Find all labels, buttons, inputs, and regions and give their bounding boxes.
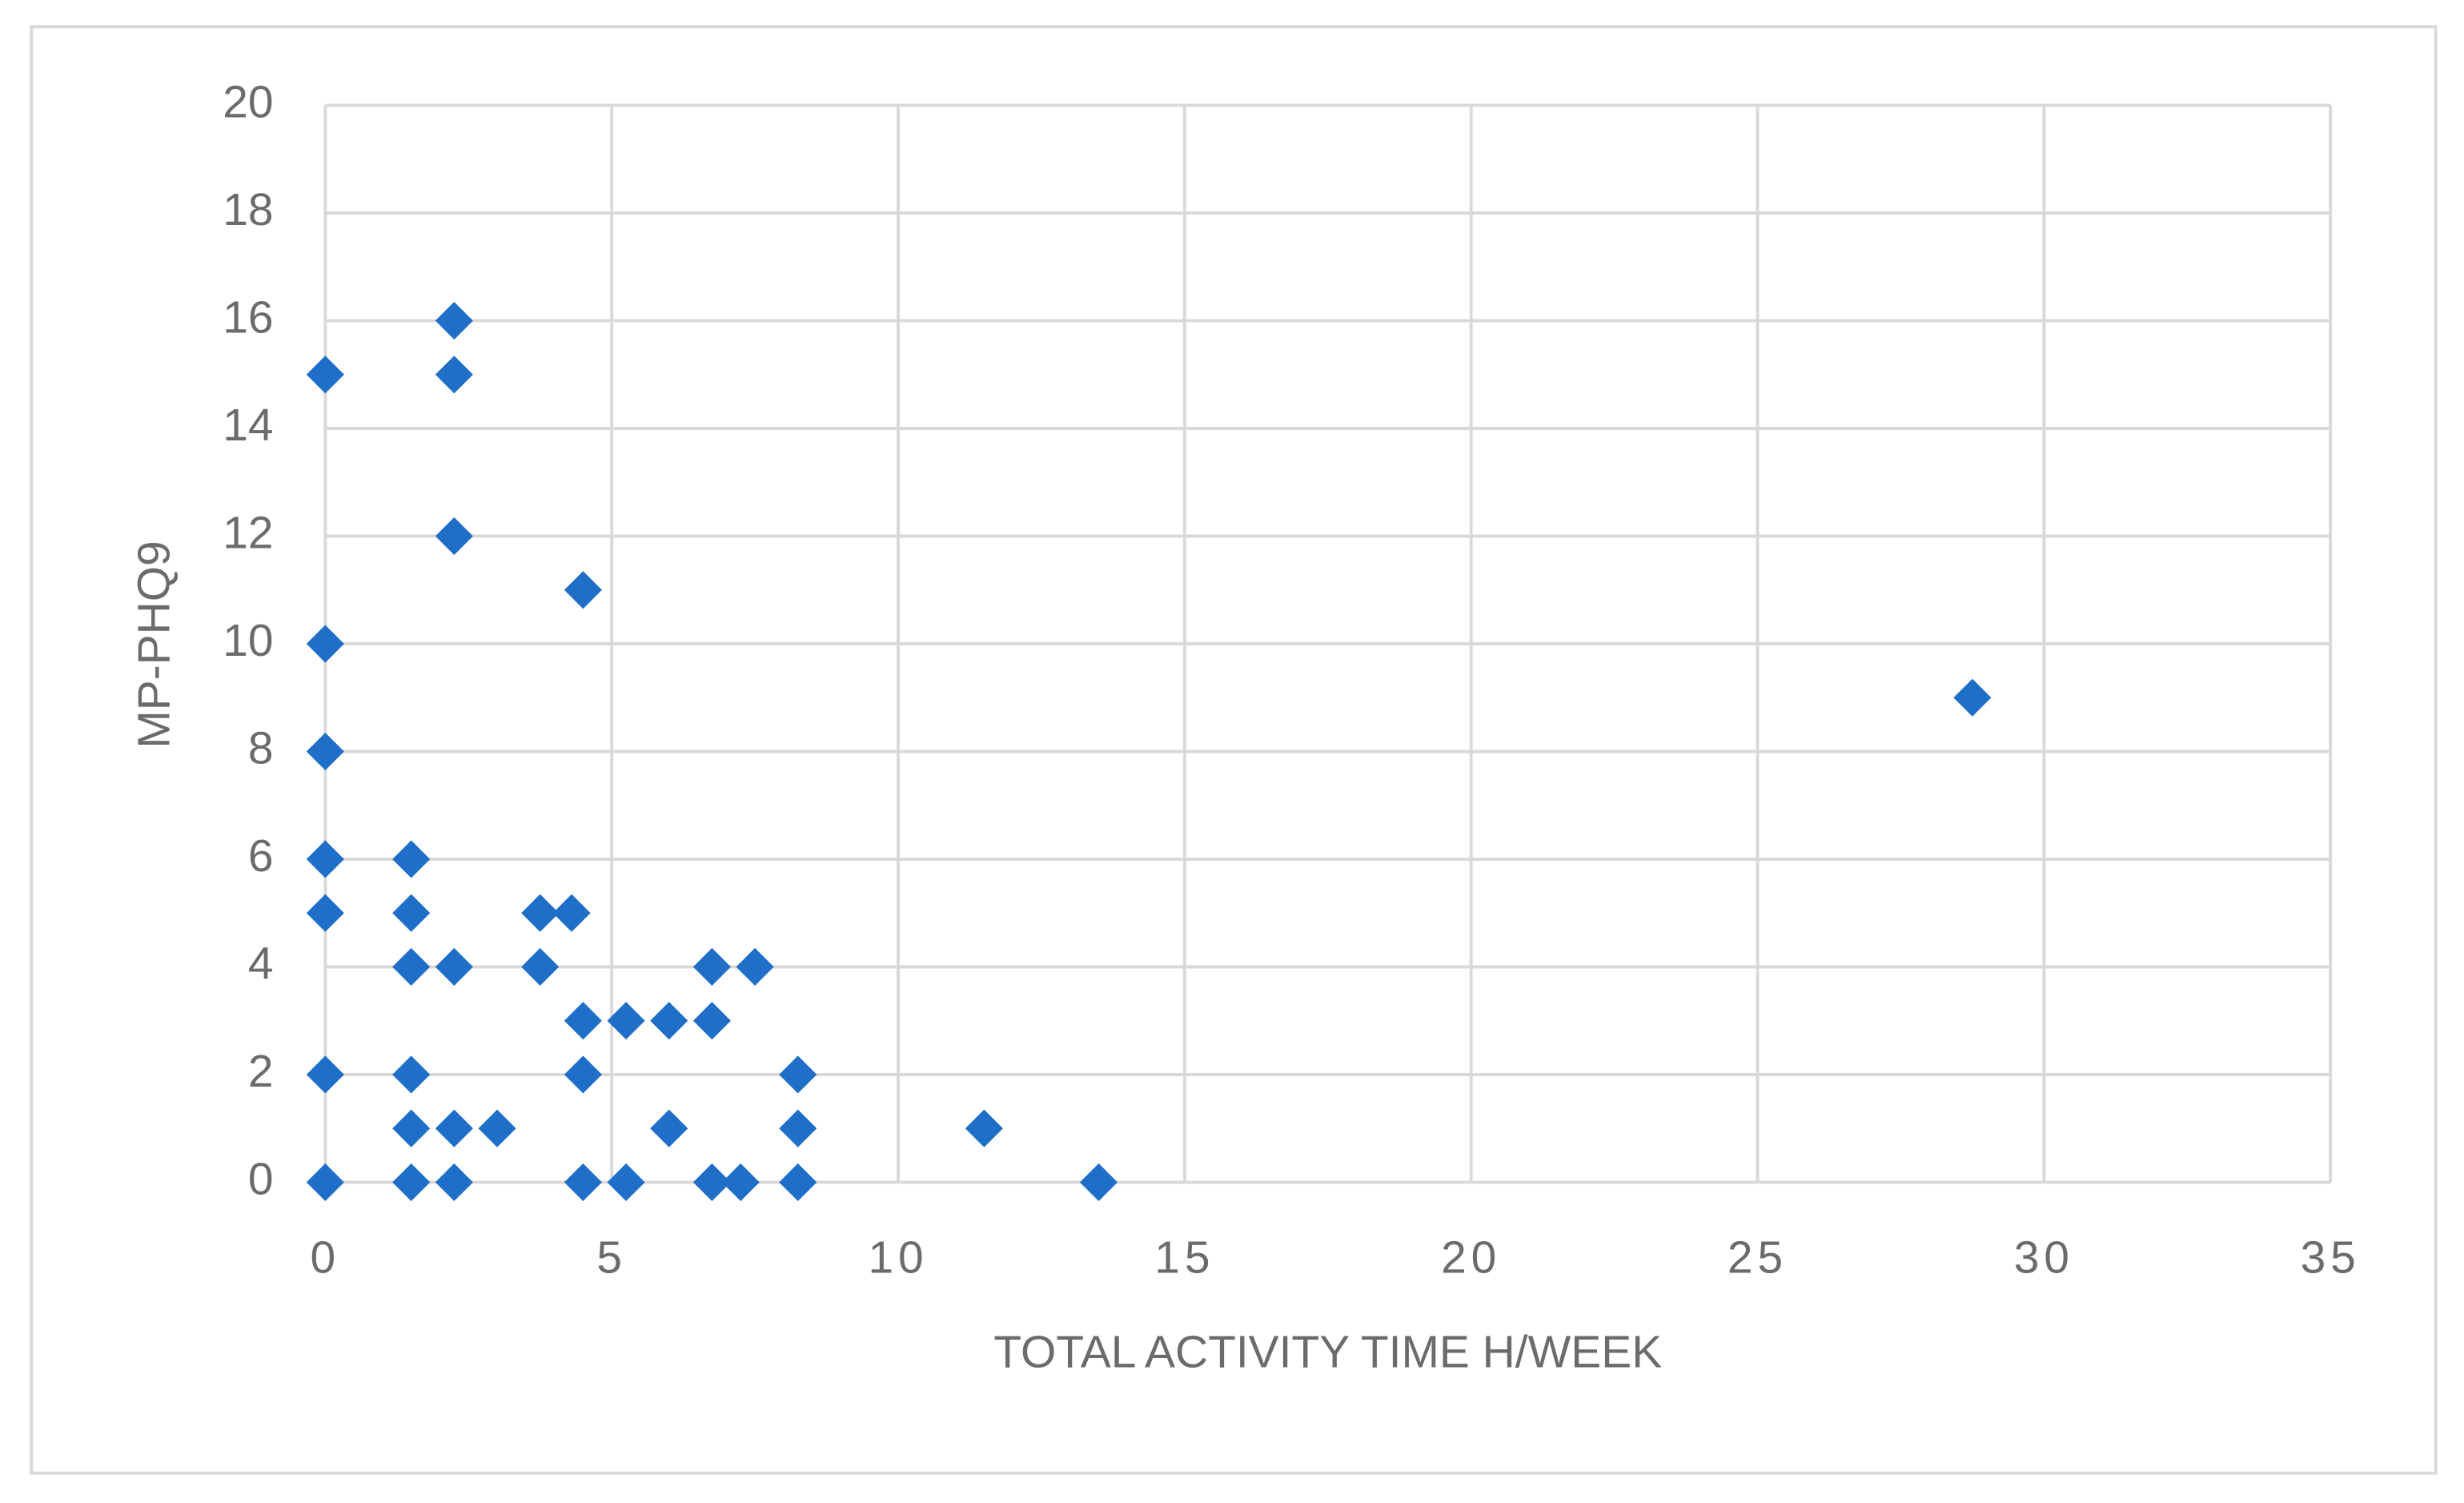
data-point xyxy=(1953,678,1992,717)
x-tick-label: 30 xyxy=(2014,1232,2074,1284)
y-tick-label: 0 xyxy=(248,1153,274,1204)
y-axis-title: MP-PHQ9 xyxy=(128,541,179,748)
x-tick-label: 5 xyxy=(596,1232,627,1284)
data-point xyxy=(306,732,344,771)
data-point xyxy=(306,840,344,878)
data-point xyxy=(306,625,344,663)
y-tick-label: 6 xyxy=(248,830,274,882)
data-point xyxy=(306,356,344,394)
y-tick-label: 20 xyxy=(223,77,273,128)
data-point xyxy=(521,894,560,932)
y-tick-label: 18 xyxy=(223,184,273,235)
x-tick-label: 0 xyxy=(311,1232,341,1284)
data-point xyxy=(435,516,473,556)
y-tick-label: 4 xyxy=(248,938,274,990)
y-tick-label: 2 xyxy=(248,1046,274,1097)
y-tick-label: 12 xyxy=(223,508,273,559)
data-point xyxy=(435,356,473,394)
data-point xyxy=(552,894,591,932)
y-tick-label: 8 xyxy=(248,723,274,774)
x-axis-title: TOTAL ACTIVITY TIME H/WEEK xyxy=(993,1326,1662,1377)
x-tick-label: 10 xyxy=(868,1232,928,1284)
y-tick-label: 14 xyxy=(223,400,273,451)
x-tick-label: 20 xyxy=(1441,1232,1501,1284)
data-point xyxy=(435,301,473,340)
y-tick-label: 10 xyxy=(223,615,273,666)
x-tick-label: 25 xyxy=(1728,1232,1788,1284)
x-tick-label: 35 xyxy=(2301,1232,2361,1284)
data-point xyxy=(564,571,602,609)
y-tick-label: 16 xyxy=(223,292,273,344)
x-tick-label: 15 xyxy=(1154,1232,1214,1284)
data-point xyxy=(392,894,431,932)
data-point xyxy=(306,894,344,932)
data-point xyxy=(392,840,431,878)
